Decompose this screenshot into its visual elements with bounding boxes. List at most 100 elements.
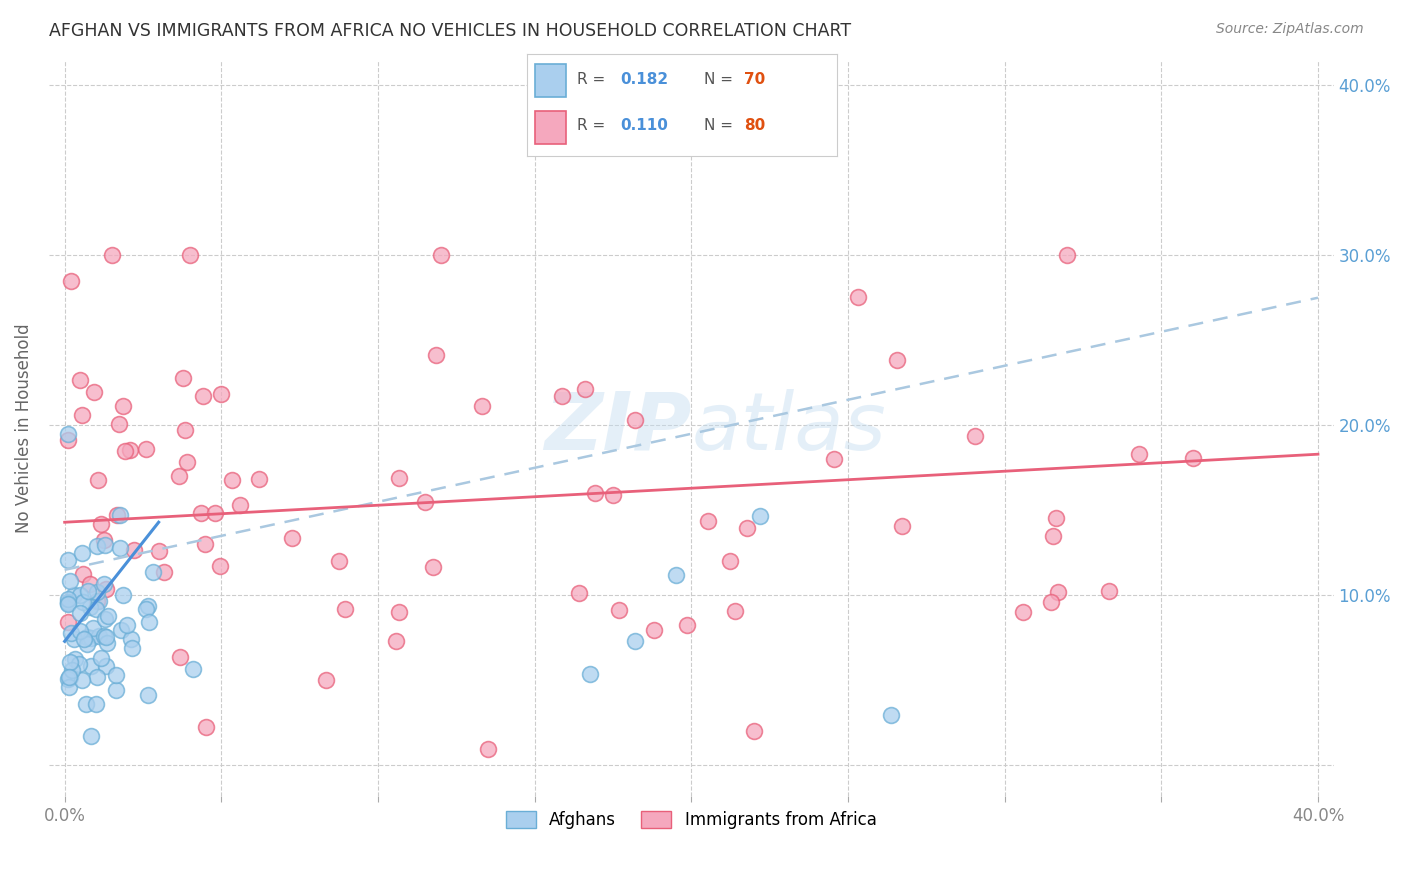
Point [135,442,157,456]
Point [58,655,80,669]
Point [105,682,128,697]
Point [86,594,108,608]
Point [94,612,117,626]
Point [60,663,83,677]
Point [93,577,115,591]
Point [56,672,79,686]
Point [79,576,101,591]
Point [56,594,79,608]
Point [120,442,142,457]
Point [97,609,120,624]
Point [724,604,747,618]
Point [190,506,212,520]
Point [108,508,131,522]
Point [56,597,79,611]
Point [96,630,118,644]
Point [176,455,198,469]
Point [280,531,302,545]
Text: N =: N = [703,72,737,87]
Point [96,636,118,650]
Point [76,636,98,650]
Point [90,651,112,665]
Point [328,554,350,568]
Point [93,629,115,643]
Point [69,588,91,602]
Point [70,673,93,688]
Point [174,424,197,438]
Point [72,595,94,609]
Point [191,389,214,403]
Point [623,413,645,427]
Point [59,626,82,640]
Point [333,602,356,616]
Point [388,470,411,484]
Point [1045,511,1067,525]
Point [413,494,436,508]
Text: atlas: atlas [692,389,886,467]
Point [148,544,170,558]
Point [70,408,93,422]
Point [86,585,108,599]
Point [138,688,160,702]
Point [80,632,103,646]
Point [169,650,191,665]
Text: 0.110: 0.110 [620,119,668,133]
Point [56,596,79,610]
Point [89,594,111,608]
Point [89,629,111,643]
Point [56,592,79,607]
Bar [534,111,565,144]
Point [194,537,217,551]
Point [108,417,131,432]
Legend: Afghans, Immigrants from Africa: Afghans, Immigrants from Africa [499,804,883,836]
Point [84,698,107,712]
Point [665,567,688,582]
Point [108,541,131,555]
Point [676,618,699,632]
Point [315,673,337,687]
Point [94,538,117,552]
Point [59,574,82,589]
Point [75,697,97,711]
Point [87,474,110,488]
Point [69,606,91,620]
Point [104,668,127,682]
Point [63,588,86,602]
Point [425,348,447,362]
Point [965,429,987,443]
Point [602,488,624,502]
Point [204,507,226,521]
Point [891,519,914,533]
Point [229,498,252,512]
Point [110,623,132,637]
Point [112,588,135,602]
Text: 70: 70 [744,72,765,87]
Point [111,399,134,413]
Point [70,546,93,560]
Point [100,248,122,262]
Point [247,472,270,486]
Point [1056,248,1078,262]
Point [56,426,79,441]
Point [153,565,176,579]
Point [58,670,80,684]
Point [94,582,117,596]
Point [58,680,80,694]
Point [136,599,159,613]
Point [718,554,741,568]
Y-axis label: No Vehicles in Household: No Vehicles in Household [15,323,32,533]
Point [697,515,720,529]
Point [167,468,190,483]
Point [93,533,115,547]
Text: 0.182: 0.182 [620,72,668,87]
Point [62,632,84,646]
Point [823,451,845,466]
Point [142,565,165,579]
Point [115,618,138,632]
Point [56,434,79,448]
Point [59,274,82,288]
Point [568,586,591,600]
Point [1040,594,1063,608]
Point [59,670,82,684]
Point [80,729,103,743]
